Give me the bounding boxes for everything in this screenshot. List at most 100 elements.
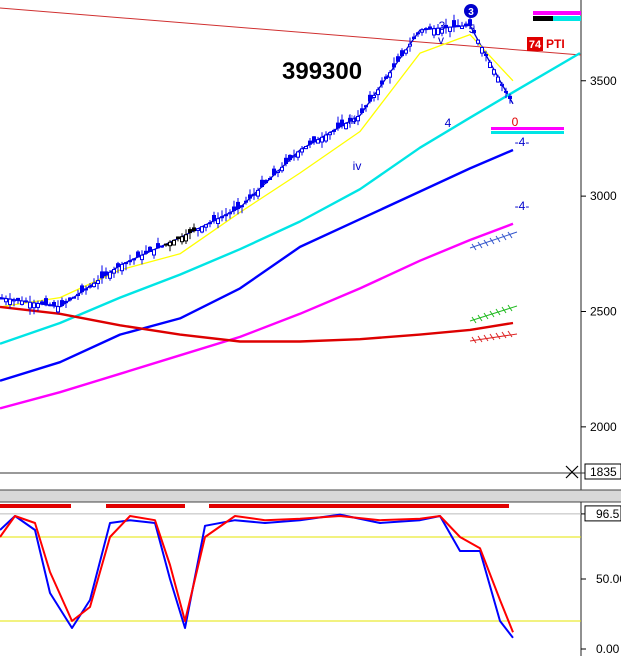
candle-body xyxy=(284,157,288,165)
candle-body xyxy=(152,249,156,256)
wave-circle-marker xyxy=(464,4,478,18)
candle-body xyxy=(488,61,492,68)
candle-body xyxy=(304,146,308,150)
candle-body xyxy=(8,298,12,306)
projection-marks-red xyxy=(469,330,518,344)
candle-body xyxy=(388,72,392,78)
candle-body xyxy=(256,189,260,197)
candle-body xyxy=(292,155,296,158)
candle-body xyxy=(468,19,472,26)
target-bar-magenta xyxy=(491,127,564,130)
candle-body xyxy=(356,116,360,122)
wave-label-5: 5 xyxy=(469,22,476,36)
lower-y-tick-label: 50.00 xyxy=(596,572,621,586)
signal-bar-1 xyxy=(0,504,71,508)
candle-body xyxy=(164,243,168,246)
candle-body xyxy=(48,304,52,307)
lower-readout-box xyxy=(584,505,621,522)
candle-body xyxy=(436,27,440,36)
candle-body xyxy=(464,23,468,27)
candle-body xyxy=(500,83,504,86)
lower-y-tick-label: 0.00 xyxy=(596,642,620,656)
legend-bar-black xyxy=(533,16,553,21)
indicator-value: 74 xyxy=(529,39,542,51)
candle-body xyxy=(84,288,88,291)
candle-body xyxy=(460,25,464,30)
lower-y-tick-label: 96.5 xyxy=(596,507,620,521)
candle-body xyxy=(252,193,256,196)
main-y-ticks: 3500 3000 2500 2000 xyxy=(581,74,617,434)
candle-body xyxy=(200,226,204,233)
candle-body xyxy=(484,54,488,56)
pane-splitter[interactable] xyxy=(0,490,621,502)
candle-body xyxy=(328,132,332,136)
candle-body xyxy=(108,271,112,279)
candle-body xyxy=(36,303,40,308)
candle-body xyxy=(260,179,264,188)
candle-body xyxy=(360,108,364,114)
candle-body xyxy=(228,212,232,215)
candle-body xyxy=(376,89,380,96)
candle-body xyxy=(88,285,92,288)
candle-body xyxy=(76,293,80,296)
candle-body xyxy=(352,118,356,123)
candle-body xyxy=(332,129,336,132)
candle-body xyxy=(236,201,240,210)
candle-body xyxy=(444,24,448,29)
stochastic-line xyxy=(0,515,514,633)
wave-label-iii: iii xyxy=(348,113,356,127)
candle-body xyxy=(344,122,348,130)
candle-body xyxy=(124,262,128,265)
candle-body xyxy=(68,297,72,301)
indicator-label: PTI xyxy=(546,37,565,51)
candle-body xyxy=(504,90,508,93)
candle-body xyxy=(308,140,312,145)
indicator-badge xyxy=(527,37,543,51)
candle-body xyxy=(384,76,388,79)
candle-body xyxy=(44,298,48,306)
candle-body xyxy=(132,258,136,261)
candle-body xyxy=(396,56,400,62)
stochastic-reference-lines xyxy=(0,513,581,622)
candle-body xyxy=(276,170,280,174)
candle-body xyxy=(348,117,352,122)
candle-body xyxy=(148,246,152,253)
candle-body xyxy=(216,218,220,224)
candle-body xyxy=(264,179,268,184)
candle-body xyxy=(428,26,432,30)
candle-body xyxy=(424,28,428,31)
wave-label-3: 3 xyxy=(439,19,446,33)
main-y-tick-label: 2000 xyxy=(590,420,617,434)
candle-body xyxy=(440,27,444,34)
crosshair-icon-stroke xyxy=(565,465,579,479)
legend-bar-cyan xyxy=(553,16,581,21)
candle-body xyxy=(412,36,416,40)
candle-body xyxy=(56,306,60,313)
candle-body xyxy=(300,148,304,153)
candle-body xyxy=(204,224,208,228)
candle-body xyxy=(40,301,44,305)
wave-label-v: v xyxy=(438,33,444,47)
stochastic-lines xyxy=(0,513,514,639)
candle-body xyxy=(184,234,188,242)
candle-body xyxy=(180,236,184,243)
main-y-tick-label: 3500 xyxy=(590,74,617,88)
candle-body xyxy=(416,32,420,35)
candle-body xyxy=(168,241,172,247)
candle-body xyxy=(364,105,368,108)
candle-body xyxy=(296,151,300,158)
candle-body xyxy=(112,269,116,274)
projection-label: 0 xyxy=(512,115,519,129)
main-series-line xyxy=(0,305,514,343)
candle-body xyxy=(224,214,228,217)
candle-body xyxy=(232,206,236,212)
candle-body xyxy=(480,47,484,54)
wave-label-minus4-a: -4- xyxy=(515,135,530,149)
projection-marks-green xyxy=(469,304,518,324)
main-series-line xyxy=(0,148,514,382)
candle-body xyxy=(212,215,216,222)
candle-body xyxy=(16,297,20,301)
candle-body xyxy=(128,260,132,263)
